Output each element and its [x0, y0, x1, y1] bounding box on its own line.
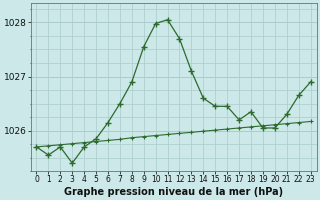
X-axis label: Graphe pression niveau de la mer (hPa): Graphe pression niveau de la mer (hPa) — [64, 187, 283, 197]
